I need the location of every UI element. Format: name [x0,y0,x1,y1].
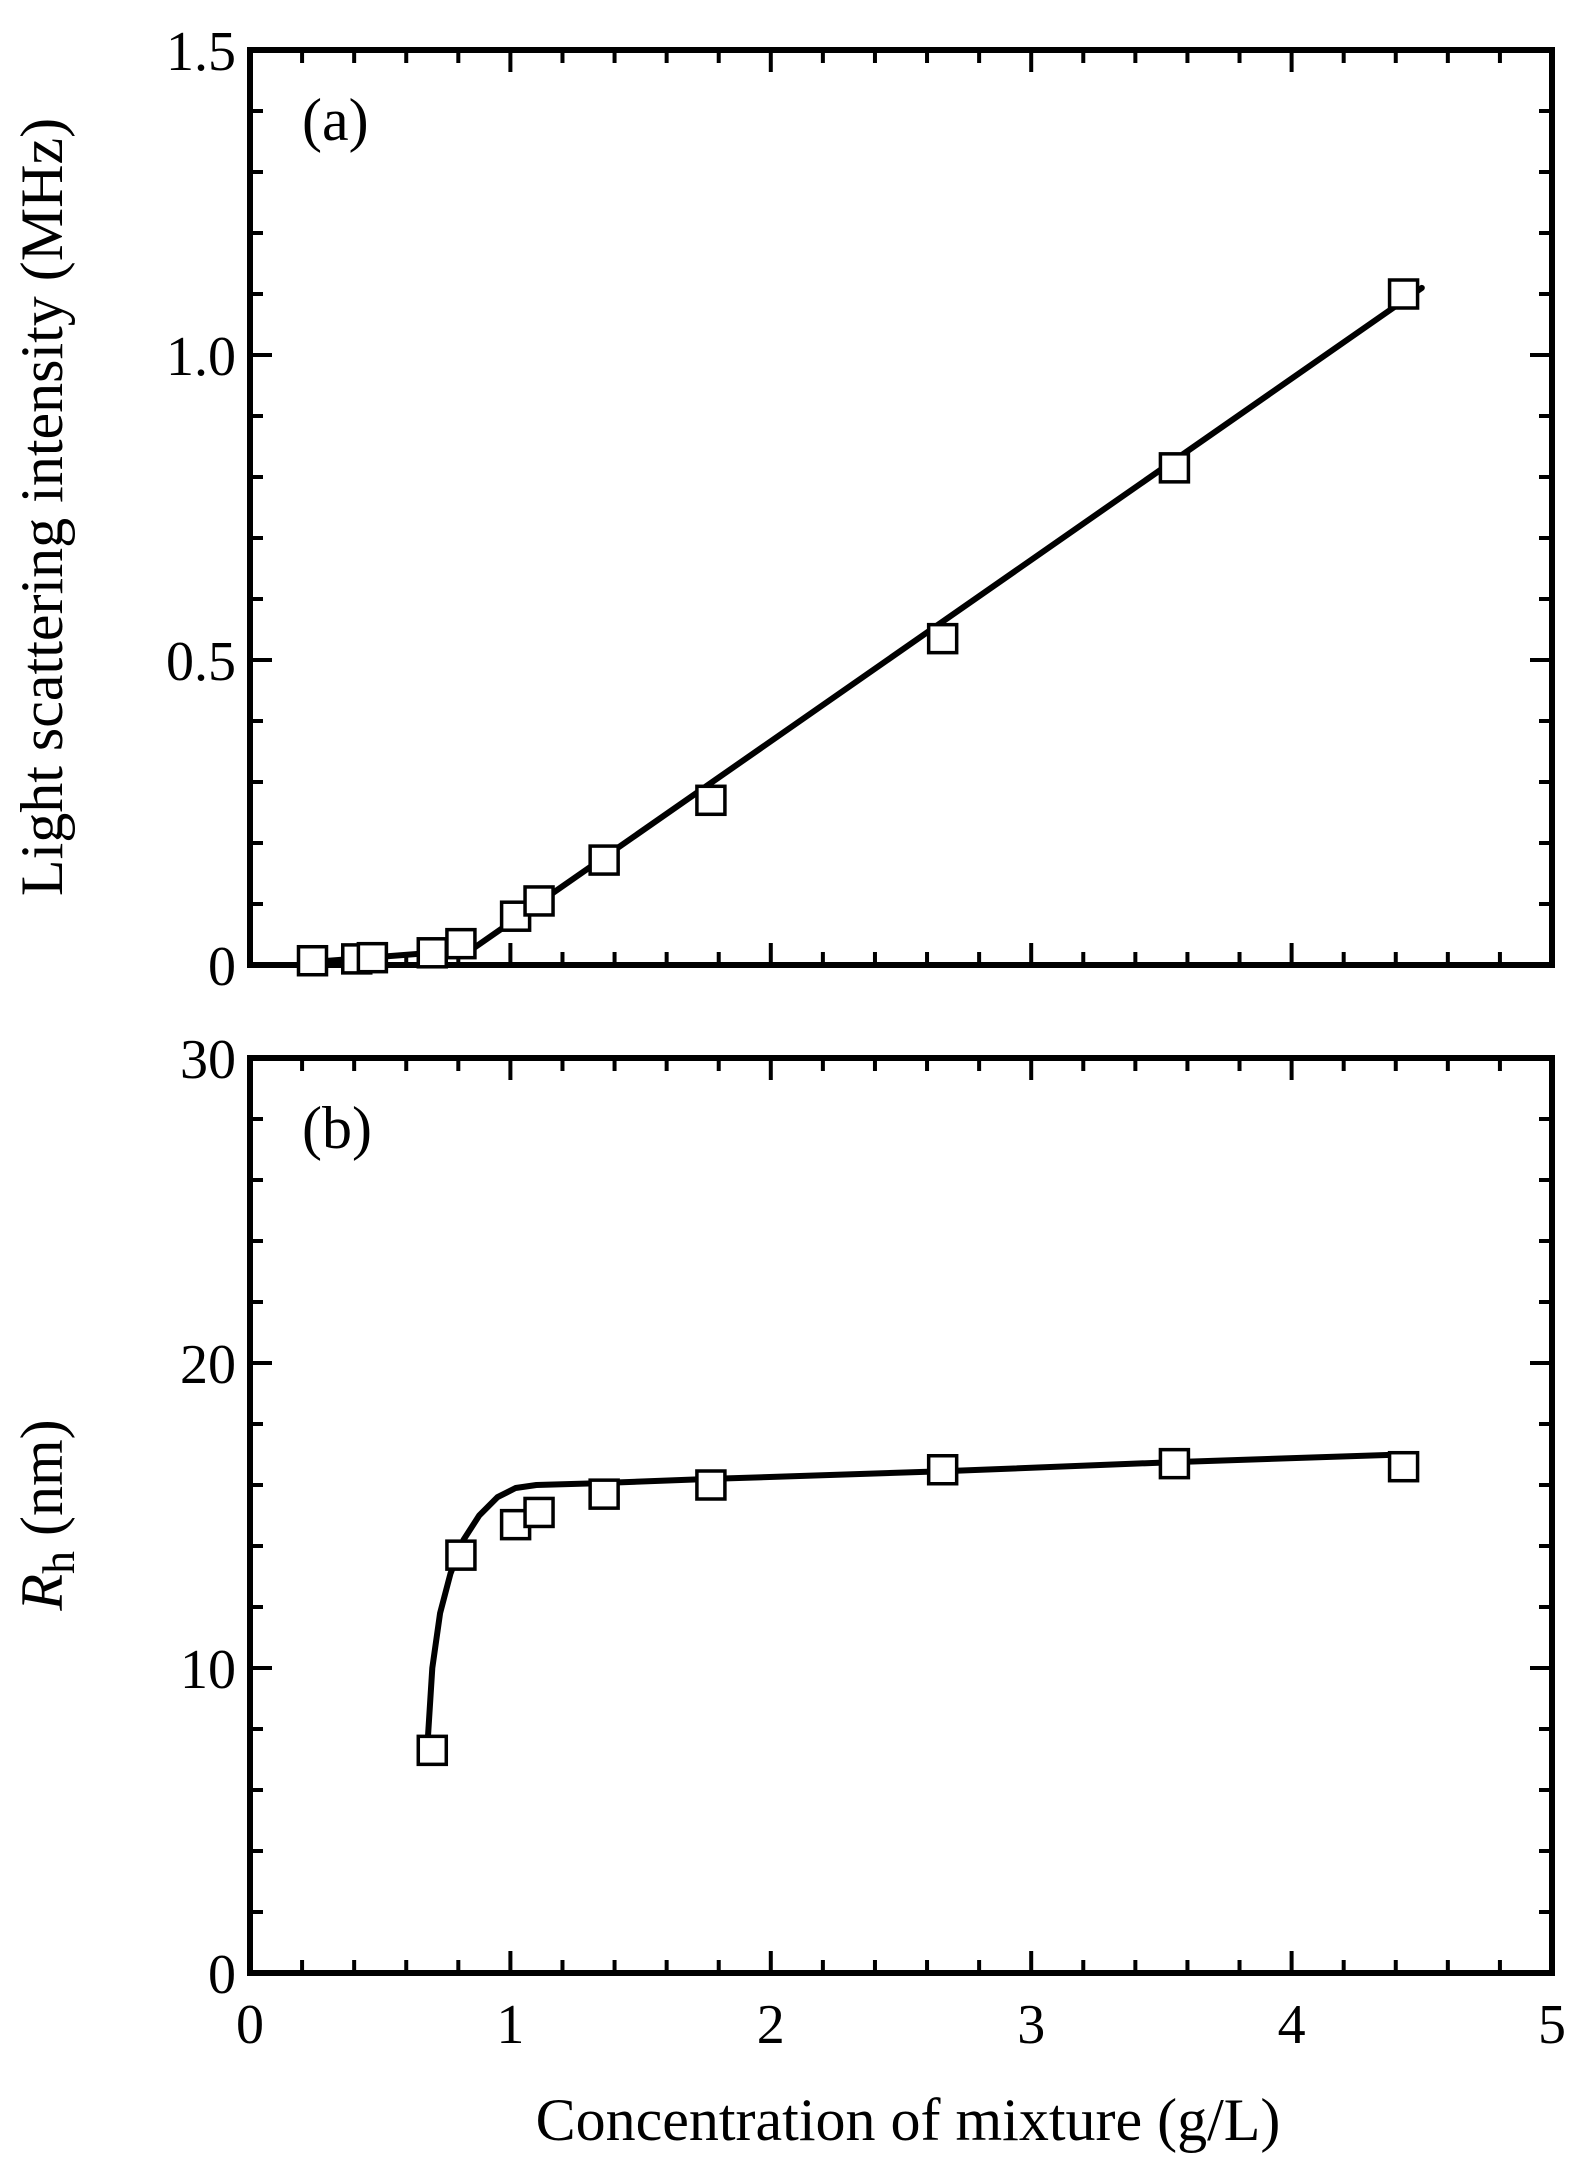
y-axis-title-unit: (nm) [9,1419,75,1551]
y-tick-label: 0.5 [166,631,236,693]
y-axis-title-symbol: R [9,1574,75,1612]
data-point [1387,1450,1420,1483]
y-tick-label: 0 [208,936,236,998]
x-axis-title: Concentration of mixture (g/L) [536,2087,1281,2153]
panel-a: 0 0.5 1.0 1.5 (a) Light scattering intensity … [9,21,1555,998]
y-tick-label: 1.0 [166,326,236,388]
data-point [588,1478,620,1510]
data-point [416,1734,449,1767]
y-axis-title: Rh (nm) [9,1419,84,1611]
y-axis-title: Light scattering intensity (MHz) [9,118,75,896]
y-axis-title-subscript: h [33,1551,84,1574]
y-tick-label: 10 [180,1639,236,1701]
data-point [296,944,329,977]
panel-label: (b) [302,1095,372,1161]
data-point [523,885,555,917]
y-tick-label: 0 [208,1944,236,2006]
y-tick-label: 20 [180,1334,236,1396]
data-point [926,622,959,655]
x-tick-label: 4 [1278,1994,1306,2056]
x-tick-label: 1 [496,1994,524,2056]
data-point [523,1496,555,1529]
x-tick-label: 2 [757,1994,785,2056]
x-tick-label: 5 [1538,1994,1566,2056]
data-point [695,784,727,817]
data-point [416,937,449,969]
data-point [926,1454,959,1486]
x-tick-label: 3 [1017,1994,1045,2056]
data-point [1158,452,1191,484]
data-point [356,941,389,974]
x-tick-label: 0 [236,1994,264,2056]
data-point [588,844,620,876]
y-tick-label: 1.5 [166,21,236,83]
data-point [695,1469,727,1501]
data-point [1387,278,1420,310]
fit-line [424,1451,1407,1754]
data-point [445,927,477,960]
data-point [445,1539,477,1571]
plot-frame [247,1055,1555,1976]
y-tick-label: 30 [180,1029,236,1091]
panel-label: (a) [302,87,369,153]
fit-line [309,284,1425,965]
plot-frame [247,47,1555,968]
panel-b: 0 10 20 30 0 1 2 3 4 5 (b) Rh (nm) [9,1029,1566,2056]
data-point [1158,1447,1191,1480]
